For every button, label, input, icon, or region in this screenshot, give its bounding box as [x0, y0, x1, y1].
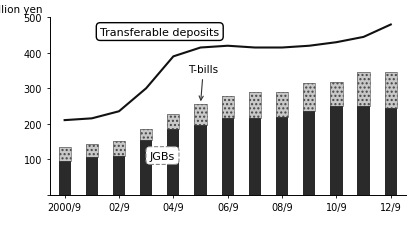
Bar [275, 93, 287, 117]
Bar [85, 144, 98, 158]
Bar [384, 73, 396, 108]
Bar [140, 129, 152, 140]
Bar [85, 158, 98, 195]
Bar [194, 126, 206, 195]
Bar [221, 97, 233, 119]
Bar [248, 119, 260, 195]
Bar [167, 129, 179, 195]
Bar [140, 140, 152, 195]
Bar [356, 106, 369, 195]
Bar [302, 112, 315, 195]
Bar [302, 84, 315, 112]
Bar [194, 105, 206, 126]
Bar [330, 106, 342, 195]
Text: Transferable deposits: Transferable deposits [100, 27, 219, 37]
Bar [194, 105, 206, 126]
Bar [140, 129, 152, 140]
Bar [302, 84, 315, 112]
Bar [275, 117, 287, 195]
Bar [330, 82, 342, 106]
Bar [275, 93, 287, 117]
Bar [384, 73, 396, 108]
Bar [356, 73, 369, 106]
Bar [248, 92, 260, 119]
Text: JGBs: JGBs [150, 151, 175, 161]
Bar [221, 97, 233, 119]
Bar [113, 142, 125, 156]
Bar [330, 82, 342, 106]
Bar [113, 156, 125, 195]
Bar [58, 161, 71, 195]
Bar [167, 114, 179, 129]
Text: T-bills: T-bills [188, 65, 218, 101]
Bar [356, 73, 369, 106]
Bar [113, 142, 125, 156]
Bar [167, 114, 179, 129]
Bar [221, 119, 233, 195]
Bar [384, 108, 396, 195]
Bar [58, 147, 71, 161]
Bar [58, 147, 71, 161]
Bar [248, 92, 260, 119]
Text: Trillion yen: Trillion yen [0, 5, 42, 15]
Bar [85, 144, 98, 158]
